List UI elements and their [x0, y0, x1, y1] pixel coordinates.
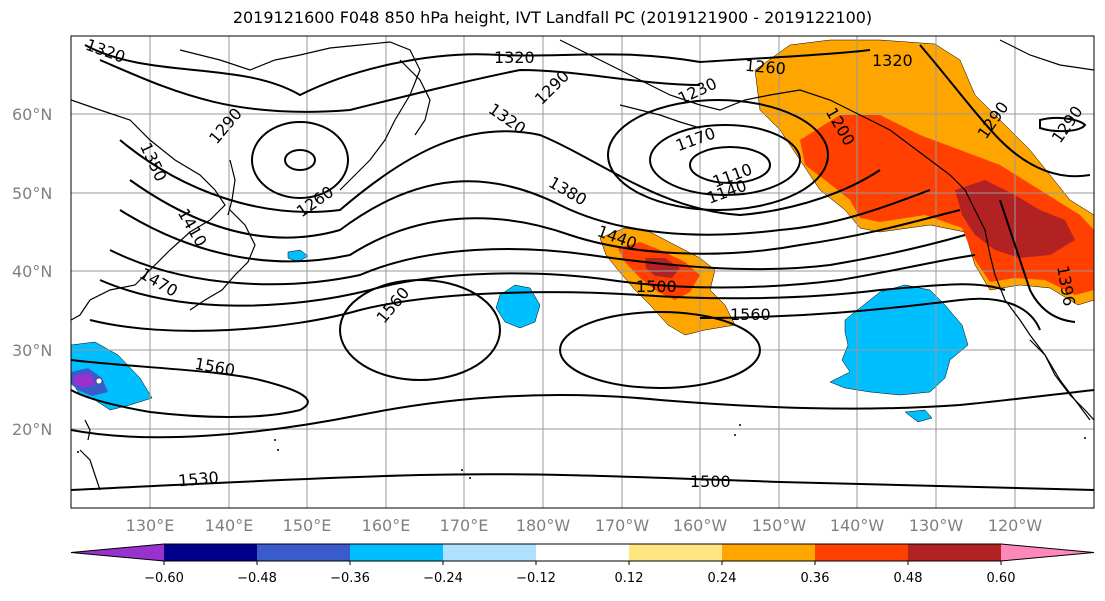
colorbar-tick-label: −0.12: [516, 571, 556, 586]
colorbar-tick-label: −0.24: [423, 571, 463, 586]
contour-1500-south: [71, 473, 1094, 491]
coastline-siberia: [179, 41, 421, 191]
island-dots: [77, 424, 1086, 479]
longitude-labels: 130°E 140°E 150°E 160°E 170°E 180°W 170°…: [126, 516, 1043, 535]
contour-1320-north: [84, 44, 871, 97]
colorbar-segment: [815, 544, 908, 561]
lon-label: 140°W: [830, 516, 885, 535]
contour-1410: [119, 209, 961, 263]
coastline-aleutians: [619, 104, 701, 129]
latitude-labels: 60°N 50°N 40°N 30°N 20°N: [12, 105, 52, 439]
lon-label: 150°E: [283, 516, 332, 535]
colorbar-tick-label: 0.12: [615, 571, 644, 586]
colorbar-tick-label: −0.48: [237, 571, 277, 586]
contour-1350: [119, 130, 881, 217]
contour-low-kamchatka: [251, 121, 349, 199]
colorbar-segment: [164, 544, 257, 561]
lon-label: 150°W: [752, 516, 807, 535]
lon-label: 140°E: [205, 516, 254, 535]
contour-label: 1260: [744, 56, 786, 78]
coastline-canada: [999, 39, 1094, 71]
contour-1560-west: [71, 359, 309, 418]
map-panel: 1320 1320 1290 1230 1260 1320 1290 1350 …: [71, 36, 1094, 508]
lat-label: 20°N: [12, 420, 52, 439]
contour-low-aleutian-2: [649, 124, 801, 196]
negative-region-west-peak: [74, 373, 96, 388]
colorbar-segment: [350, 544, 443, 561]
contour-1470: [99, 254, 976, 307]
lon-label: 160°E: [362, 516, 411, 535]
lon-label: 120°W: [988, 516, 1043, 535]
contour-label: 1560: [730, 305, 771, 324]
colorbar-segment: [71, 544, 164, 561]
colorbar-segment: [908, 544, 1001, 561]
contour-label: 1530: [177, 468, 219, 490]
colorbar-tick-label: −0.60: [144, 571, 184, 586]
lon-label: 130°E: [126, 516, 175, 535]
contour-1380: [129, 179, 931, 239]
contour-1290-a: [99, 59, 701, 113]
map-frame: [70, 35, 1095, 509]
lat-label: 30°N: [12, 341, 52, 360]
lon-label: 130°W: [909, 516, 964, 535]
lat-label: 60°N: [12, 105, 52, 124]
contour-low-kamchatka-inner: [284, 149, 316, 171]
contour-label: 1320: [872, 51, 913, 70]
colorbar-segment: [1001, 544, 1094, 561]
lon-label: 160°W: [673, 516, 728, 535]
contour-high-subtropical-2: [559, 311, 761, 389]
colorbar: −0.60 −0.48 −0.36 −0.24 −0.12 0.12 0.24 0.36 0.4…: [70, 543, 1095, 586]
coastline-mexico: [1029, 339, 1094, 421]
height-contours: [71, 44, 1094, 491]
colorbar-segment: [536, 544, 629, 561]
contour-low-aleutian-3: [607, 99, 829, 211]
contour-1530: [71, 389, 1094, 439]
contour-label: 1500: [690, 472, 731, 491]
lat-label: 50°N: [12, 184, 52, 203]
gridlines: [71, 36, 1094, 508]
contour-1560-east: [699, 297, 1041, 331]
coastline-asia: [71, 99, 226, 321]
contour-low-aleutian-inner: [689, 146, 771, 184]
negative-region-mid-pacific: [495, 284, 541, 329]
contour-label: 1320: [494, 48, 535, 67]
negative-region-japan-sea: [287, 249, 309, 263]
coastline-kamchatka: [399, 59, 431, 136]
coastline-sakhalin: [227, 159, 236, 216]
colorbar-tick-label: −0.36: [330, 571, 370, 586]
coastline-philippines: [79, 449, 101, 491]
negative-region-east-pacific: [829, 284, 969, 396]
negative-region-east-pacific-small: [904, 409, 933, 423]
lat-label: 40°N: [12, 262, 52, 281]
colorbar-segment: [257, 544, 350, 561]
coastline-japan: [189, 209, 256, 311]
map-title: 2019121600 F048 850 hPa height, IVT Land…: [232, 8, 873, 27]
colorbar-segment: [443, 544, 536, 561]
contour-1396-east: [999, 199, 1076, 323]
colorbar-segment: [629, 544, 722, 561]
colorbar-tick-label: 0.60: [987, 571, 1016, 586]
colorbar-tick-label: 0.36: [801, 571, 830, 586]
contour-1290-east: [919, 44, 1091, 178]
coastline-taiwan: [84, 419, 91, 441]
contour-1440: [109, 234, 966, 286]
contour-small-east: [1039, 116, 1087, 133]
colorbar-segment: [722, 544, 815, 561]
lon-label: 170°W: [595, 516, 650, 535]
lon-label: 180°W: [516, 516, 571, 535]
colorbar-tick-label: 0.48: [894, 571, 923, 586]
contour-label: 1500: [636, 277, 677, 296]
lon-label: 170°E: [440, 516, 489, 535]
contour-1500: [89, 283, 1006, 332]
colorbar-tick-label: 0.24: [708, 571, 737, 586]
